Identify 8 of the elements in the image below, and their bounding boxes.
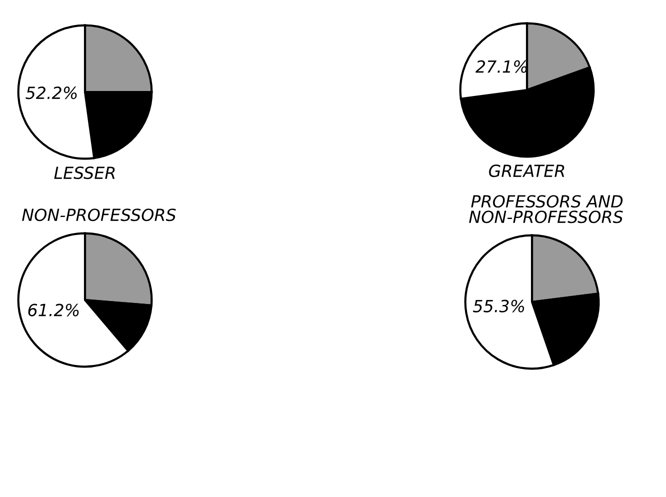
data-label: 27.1% xyxy=(476,60,527,73)
chart-title: PROFESSORS AND NON-PROFESSORS xyxy=(469,195,623,224)
text: LESSER xyxy=(54,166,115,180)
data-label: 61.2% xyxy=(28,304,79,316)
chart-title: NON-PROFESSORS xyxy=(22,208,176,222)
data-label: 55.3% xyxy=(472,300,524,312)
data-label: 52.2% xyxy=(26,86,77,100)
text: GREATER xyxy=(488,164,564,178)
